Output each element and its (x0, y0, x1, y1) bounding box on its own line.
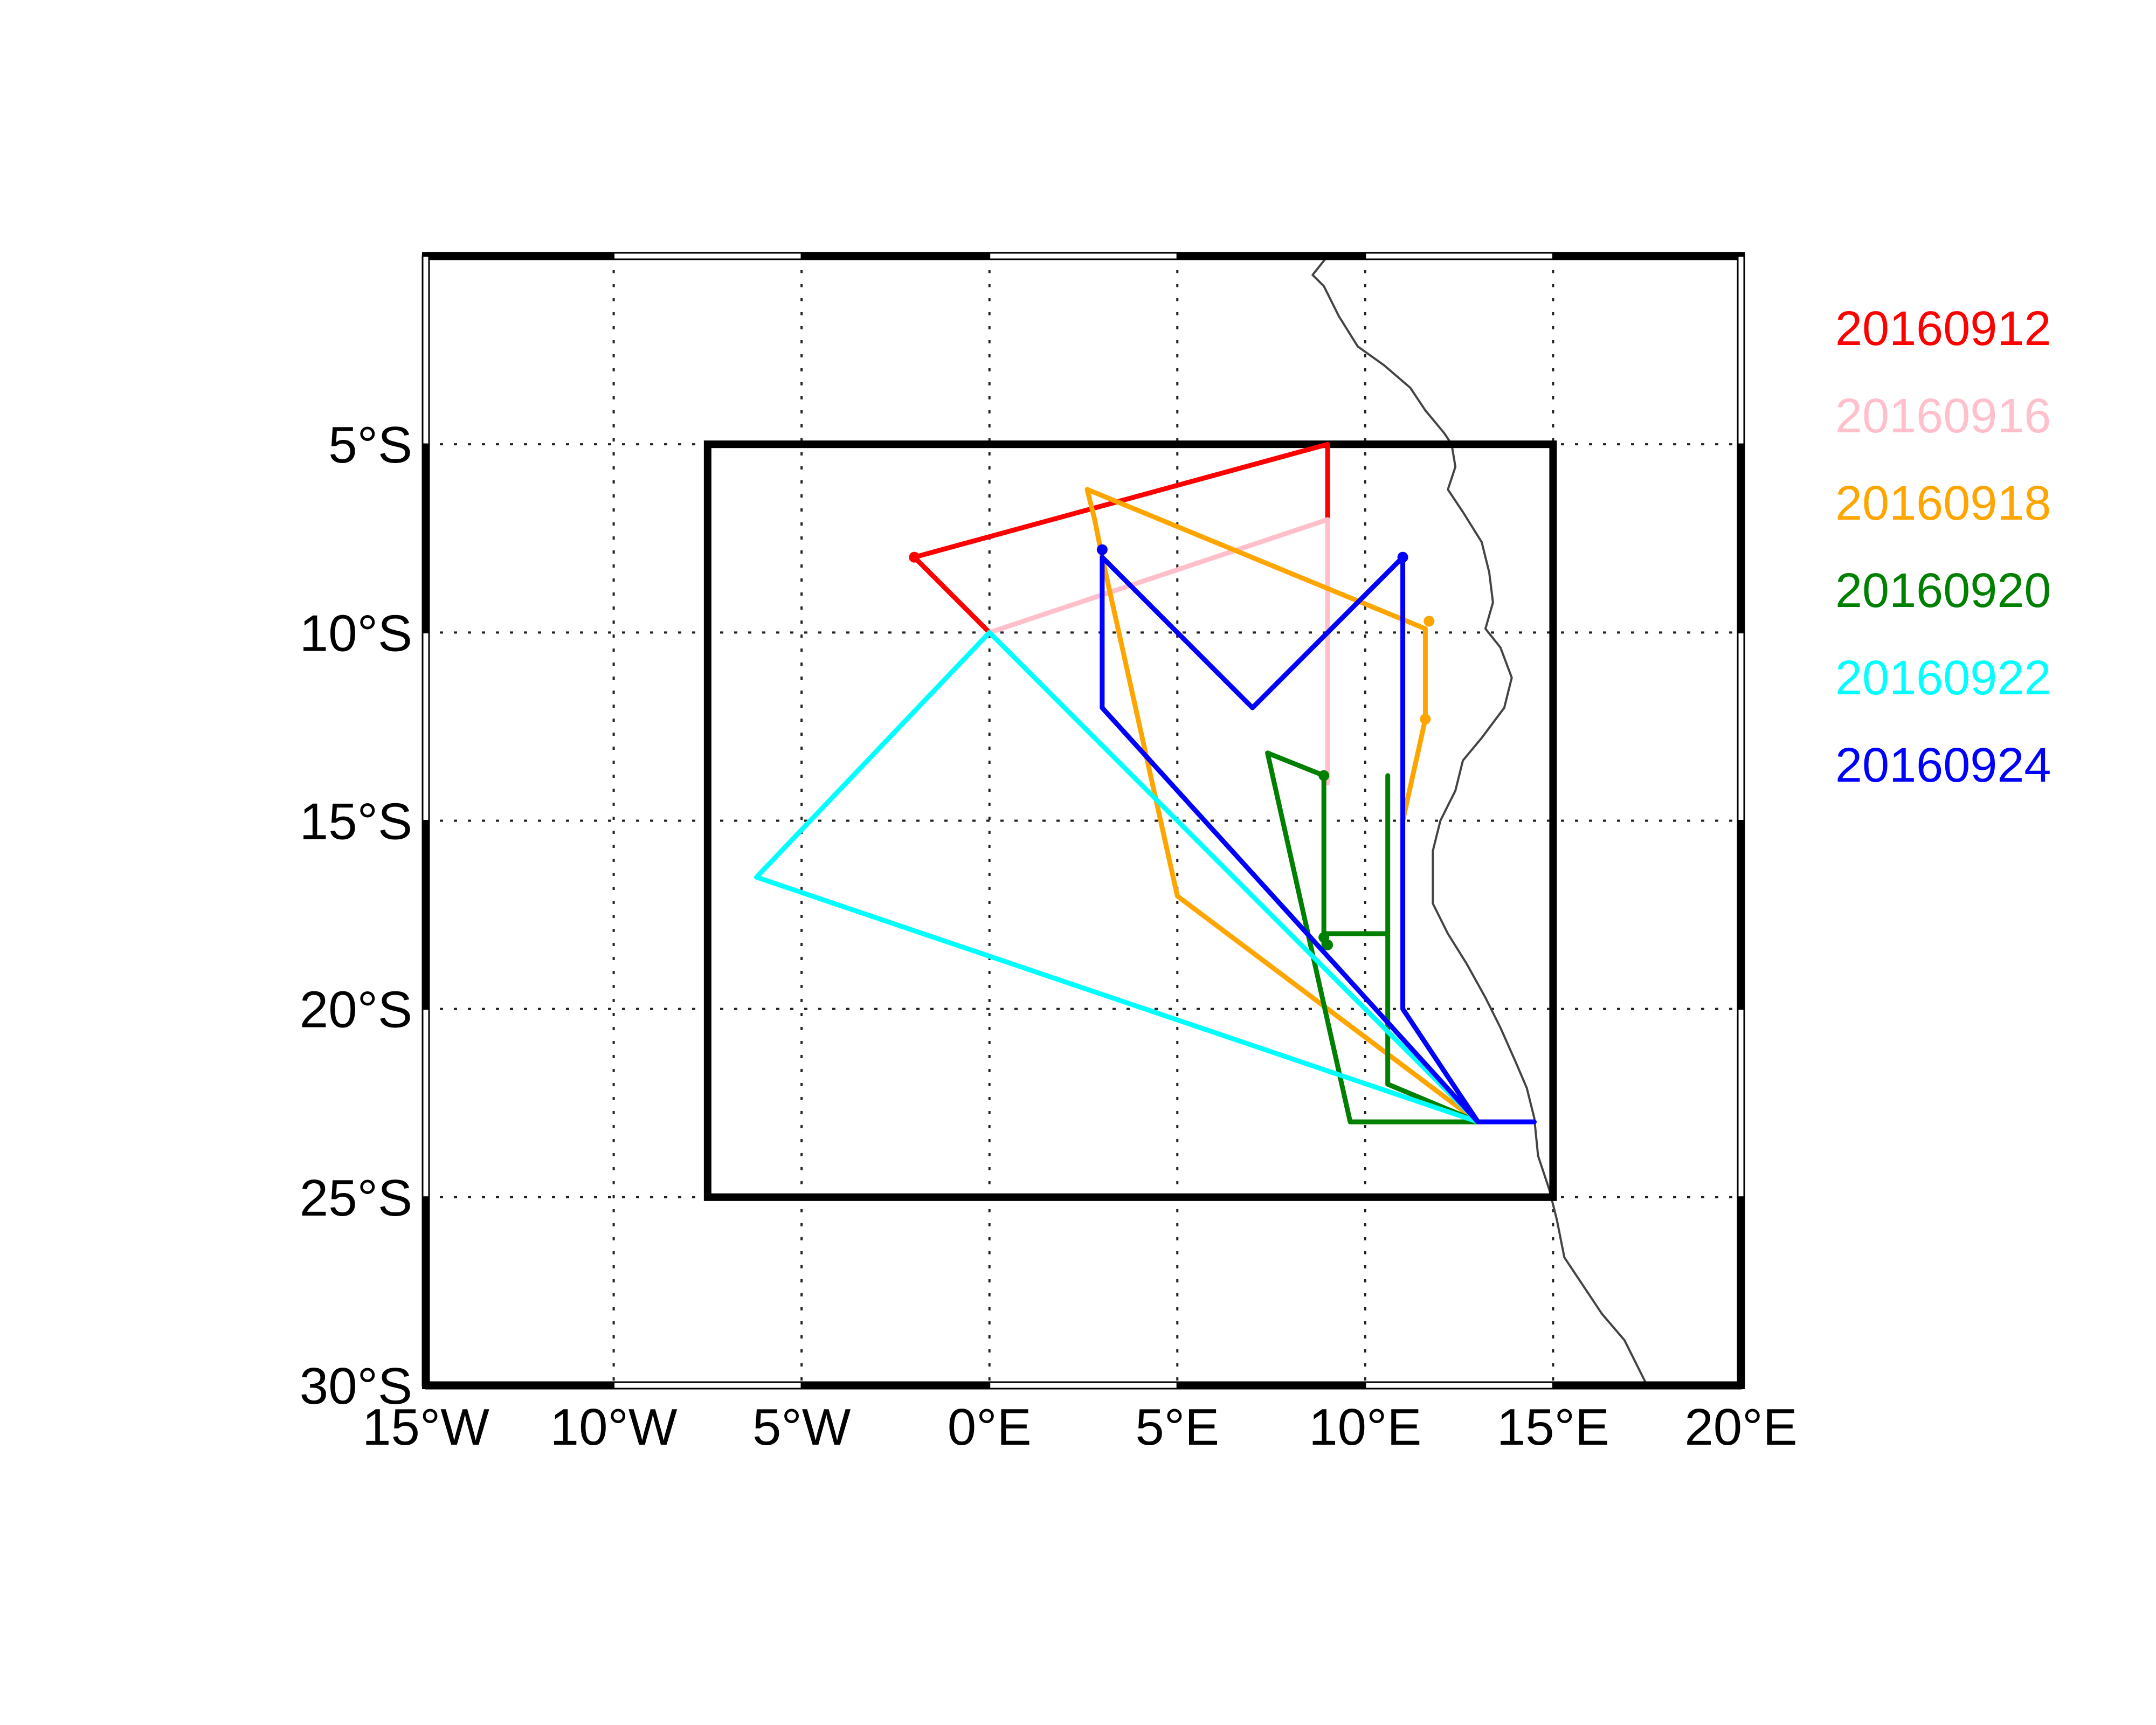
track-marker (1096, 544, 1108, 555)
frame-scale-bottom (1176, 1381, 1366, 1390)
track-line-20160918 (1084, 487, 1481, 1124)
x-tick-label: 15°W (362, 1398, 489, 1456)
legend: 20160912 20160916 20160918 20160920 20160922… (1835, 302, 2051, 792)
frame-scale-bottom (1552, 1381, 1742, 1390)
track-line-20160912 (911, 441, 1330, 635)
track-marker (1420, 713, 1431, 724)
frame-scale-bottom (989, 1381, 1178, 1390)
x-tick-label: 5°W (752, 1398, 851, 1456)
x-tick-label: 10°W (550, 1398, 678, 1456)
frame-scale-right (1737, 820, 1745, 1010)
y-tick-label: 25°S (300, 1169, 412, 1227)
legend-entry: 20160918 (1835, 477, 2051, 530)
frame-scale-right (1737, 443, 1745, 633)
y-tick-label: 10°S (300, 604, 412, 662)
frame-scale-left (421, 1008, 430, 1198)
track-marker (1397, 551, 1408, 563)
legend-entry: 20160916 (1835, 389, 2051, 443)
frame-scale-top (1552, 252, 1742, 260)
y-tick-label: 20°S (300, 981, 412, 1039)
y-tick-label: 30°S (300, 1357, 412, 1415)
domain-box (703, 440, 1557, 1201)
frame-scale-top (1364, 252, 1554, 260)
frame-scale-left (421, 443, 430, 633)
x-axis-labels: 15°W 10°W 5°W 0°E 5°E 10°E 15°E 20°E (362, 1398, 1797, 1456)
x-tick-label: 5°E (1135, 1398, 1219, 1456)
frame-scale-bottom (800, 1381, 991, 1390)
x-tick-label: 20°E (1684, 1398, 1797, 1456)
track-marker (1322, 939, 1333, 950)
map-frame (421, 252, 1745, 1390)
frame-scale-top (989, 252, 1178, 260)
legend-entry: 20160920 (1835, 564, 2051, 618)
frame-scale-left (421, 255, 430, 445)
track-line-20160924 (1100, 555, 1537, 1124)
x-tick-label: 0°E (948, 1398, 1032, 1456)
flight-tracks (754, 441, 1537, 1124)
y-axis-labels: 5°S 10°S 15°S 20°S 25°S 30°S (300, 416, 412, 1415)
frame-scale-top (800, 252, 991, 260)
frame-scale-left (421, 820, 430, 1010)
y-tick-label: 5°S (328, 416, 412, 474)
x-tick-label: 15°E (1497, 1398, 1609, 1456)
legend-entry: 20160912 (1835, 302, 2051, 356)
track-20160924 (1096, 544, 1537, 1124)
track-marker (1318, 770, 1330, 781)
legend-entry: 20160922 (1835, 651, 2051, 705)
legend-entry: 20160924 (1835, 739, 2051, 792)
frame-scale-bottom (425, 1381, 615, 1390)
frame-scale-bottom (1364, 1381, 1554, 1390)
track-20160912 (909, 441, 1330, 635)
track-20160922 (754, 630, 1481, 1124)
frame-scale-left (421, 631, 430, 822)
frame-scale-bottom (613, 1381, 803, 1390)
track-20160918 (1084, 487, 1481, 1124)
y-tick-label: 15°S (300, 793, 412, 851)
frame-scale-top (425, 252, 615, 260)
domain-box-layer (703, 440, 1557, 1201)
frame-scale-top (613, 252, 803, 260)
frame-scale-top (1176, 252, 1366, 260)
track-marker (1423, 616, 1435, 627)
frame-scale-right (1737, 631, 1745, 822)
frame-scale-right (1737, 1008, 1745, 1198)
frame-scale-left (421, 1196, 430, 1386)
frame-scale-right (1737, 1196, 1745, 1386)
track-line-20160922 (754, 630, 1481, 1124)
track-marker (909, 551, 920, 563)
x-tick-label: 10°E (1309, 1398, 1421, 1456)
frame-scale-right (1737, 255, 1745, 445)
